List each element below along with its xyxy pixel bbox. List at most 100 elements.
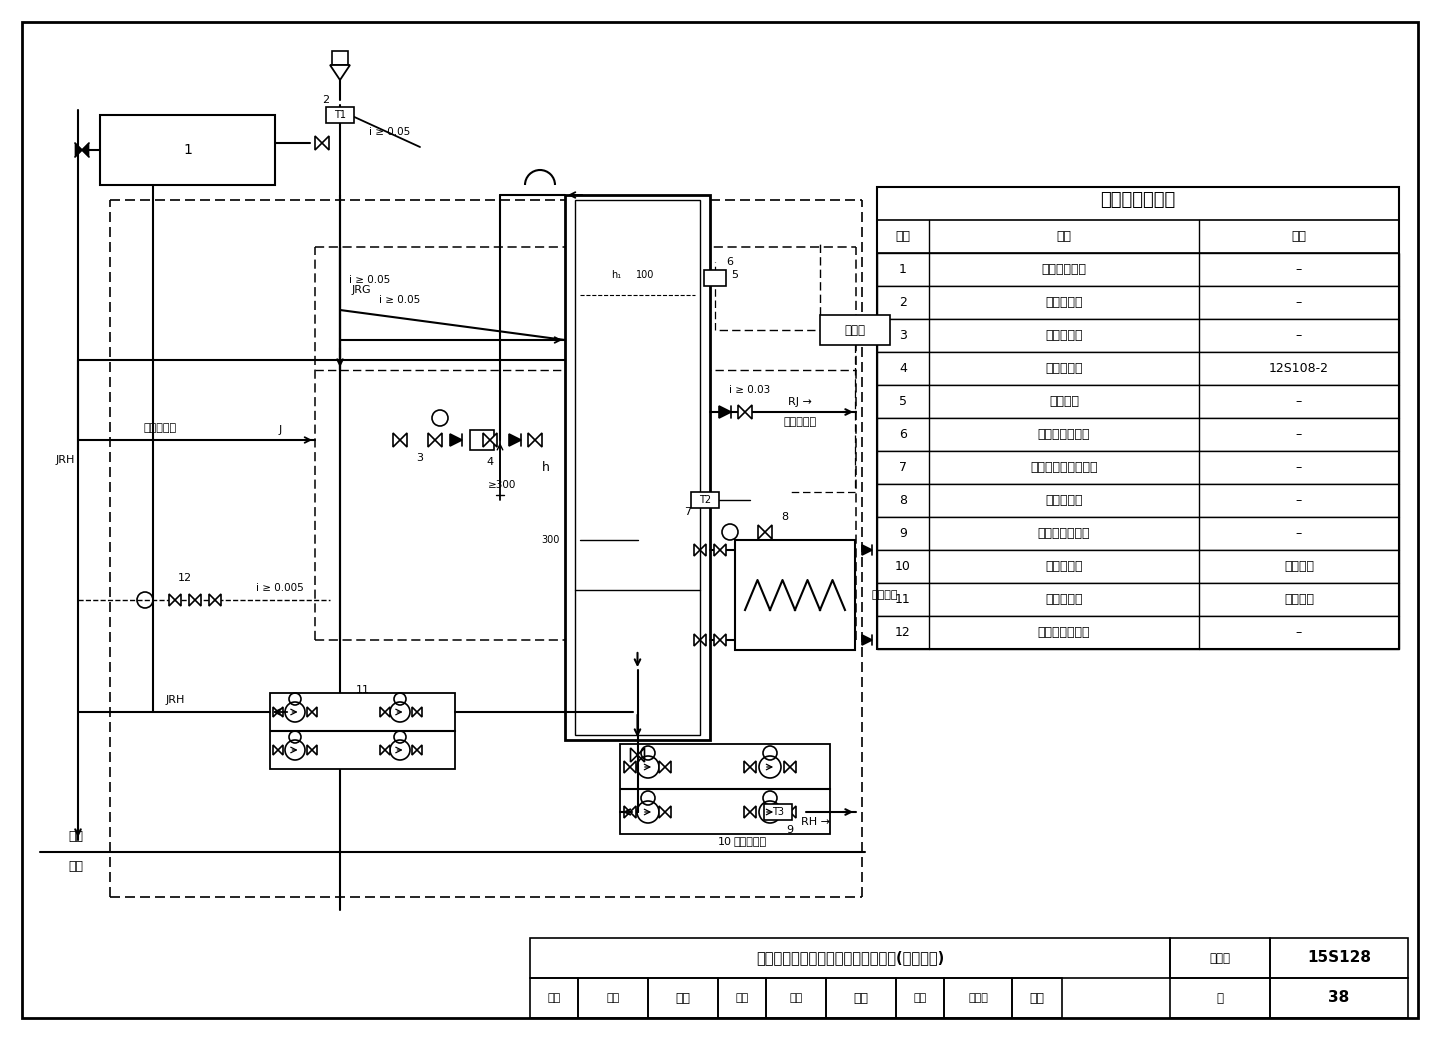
Polygon shape bbox=[694, 634, 700, 646]
Bar bbox=[325, 107, 354, 123]
Text: 储热水箱温度传感器: 储热水箱温度传感器 bbox=[1030, 461, 1097, 474]
Text: 9: 9 bbox=[899, 527, 907, 540]
Polygon shape bbox=[330, 66, 350, 80]
Polygon shape bbox=[323, 136, 328, 150]
Polygon shape bbox=[315, 136, 323, 150]
Text: 页: 页 bbox=[1217, 991, 1224, 1005]
Polygon shape bbox=[624, 806, 631, 818]
Polygon shape bbox=[694, 544, 700, 556]
Polygon shape bbox=[791, 761, 796, 773]
Bar bbox=[530, 978, 577, 1018]
Text: 2: 2 bbox=[323, 95, 330, 105]
Bar bbox=[530, 938, 1169, 978]
Polygon shape bbox=[451, 434, 462, 446]
Text: 回水循环泵: 回水循环泵 bbox=[1045, 560, 1083, 573]
Text: 300: 300 bbox=[541, 535, 560, 545]
Polygon shape bbox=[168, 594, 176, 606]
Polygon shape bbox=[75, 144, 82, 157]
Text: 8: 8 bbox=[782, 512, 789, 522]
Text: 主要设备材料表: 主要设备材料表 bbox=[1100, 191, 1175, 209]
Text: 名称: 名称 bbox=[1057, 230, 1071, 243]
Text: 2: 2 bbox=[899, 296, 907, 309]
Polygon shape bbox=[274, 707, 278, 717]
Text: 图集号: 图集号 bbox=[1210, 952, 1231, 964]
Bar bbox=[271, 693, 455, 769]
Text: JRH: JRH bbox=[166, 695, 184, 705]
Text: 备注: 备注 bbox=[1292, 230, 1306, 243]
Text: 3: 3 bbox=[899, 329, 907, 342]
Bar bbox=[719, 978, 766, 1018]
Text: 强制循环单水箱直接加热系统示意图(排回防冻): 强制循环单水箱直接加热系统示意图(排回防冻) bbox=[756, 951, 945, 965]
Text: 进水电动阀: 进水电动阀 bbox=[1045, 329, 1083, 342]
Text: i ≥ 0.05: i ≥ 0.05 bbox=[350, 275, 390, 285]
Text: 室内: 室内 bbox=[68, 859, 84, 873]
Text: –: – bbox=[1296, 527, 1302, 540]
Polygon shape bbox=[765, 525, 772, 539]
Polygon shape bbox=[418, 707, 422, 717]
Text: i ≥ 0.005: i ≥ 0.005 bbox=[256, 583, 304, 593]
Polygon shape bbox=[783, 806, 791, 818]
Polygon shape bbox=[189, 594, 194, 606]
Text: 王岩松: 王岩松 bbox=[968, 993, 988, 1003]
Text: i ≥ 0.03: i ≥ 0.03 bbox=[730, 385, 770, 395]
Text: 审核: 审核 bbox=[547, 993, 560, 1003]
Text: 热水回水管: 热水回水管 bbox=[733, 837, 766, 847]
Polygon shape bbox=[380, 707, 384, 717]
Text: 12: 12 bbox=[896, 626, 912, 639]
Text: 一用一备: 一用一备 bbox=[1284, 560, 1315, 573]
Bar bbox=[945, 978, 1012, 1018]
Polygon shape bbox=[744, 761, 750, 773]
Polygon shape bbox=[739, 405, 744, 419]
Polygon shape bbox=[744, 806, 750, 818]
Polygon shape bbox=[194, 594, 202, 606]
Polygon shape bbox=[215, 594, 220, 606]
Text: 真空破坏器: 真空破坏器 bbox=[1045, 362, 1083, 375]
Polygon shape bbox=[508, 434, 521, 446]
Text: –: – bbox=[1296, 461, 1302, 474]
Polygon shape bbox=[380, 745, 384, 755]
Polygon shape bbox=[791, 806, 796, 818]
Text: 张智: 张智 bbox=[854, 991, 868, 1005]
Text: T3: T3 bbox=[772, 807, 783, 817]
Polygon shape bbox=[744, 405, 752, 419]
Bar bbox=[1270, 938, 1408, 978]
Bar bbox=[621, 744, 829, 834]
Text: 10: 10 bbox=[719, 837, 732, 847]
Polygon shape bbox=[720, 544, 726, 556]
Polygon shape bbox=[428, 433, 435, 447]
Text: 序号: 序号 bbox=[896, 230, 910, 243]
Text: i ≥ 0.05: i ≥ 0.05 bbox=[379, 295, 420, 305]
Polygon shape bbox=[536, 433, 541, 447]
Bar bbox=[691, 492, 719, 508]
Polygon shape bbox=[714, 634, 720, 646]
Text: 6: 6 bbox=[899, 428, 907, 441]
Text: 一用一备: 一用一备 bbox=[1284, 593, 1315, 606]
Bar bbox=[469, 430, 494, 450]
Text: 9: 9 bbox=[786, 825, 793, 835]
Polygon shape bbox=[528, 433, 536, 447]
Bar bbox=[575, 200, 700, 735]
Polygon shape bbox=[665, 806, 671, 818]
Polygon shape bbox=[863, 635, 873, 645]
Text: 4: 4 bbox=[487, 457, 494, 467]
Text: J: J bbox=[278, 425, 282, 435]
Bar bbox=[877, 484, 1400, 517]
Bar bbox=[827, 978, 896, 1018]
Text: 校对: 校对 bbox=[736, 993, 749, 1003]
Polygon shape bbox=[384, 745, 390, 755]
Polygon shape bbox=[490, 433, 497, 447]
Text: 11: 11 bbox=[356, 685, 370, 695]
Bar bbox=[877, 583, 1400, 616]
Text: 11: 11 bbox=[896, 593, 912, 606]
Polygon shape bbox=[660, 806, 665, 818]
Polygon shape bbox=[720, 634, 726, 646]
Text: 辅助热源: 辅助热源 bbox=[871, 590, 899, 600]
Bar bbox=[648, 978, 719, 1018]
Text: –: – bbox=[1296, 263, 1302, 276]
Text: ≥300: ≥300 bbox=[488, 480, 516, 490]
Text: 防冻排回电动阀: 防冻排回电动阀 bbox=[1038, 626, 1090, 639]
Text: h: h bbox=[541, 461, 550, 474]
Text: JRG: JRG bbox=[351, 285, 372, 295]
Polygon shape bbox=[82, 144, 89, 157]
Text: 集热循环泵: 集热循环泵 bbox=[1045, 593, 1083, 606]
